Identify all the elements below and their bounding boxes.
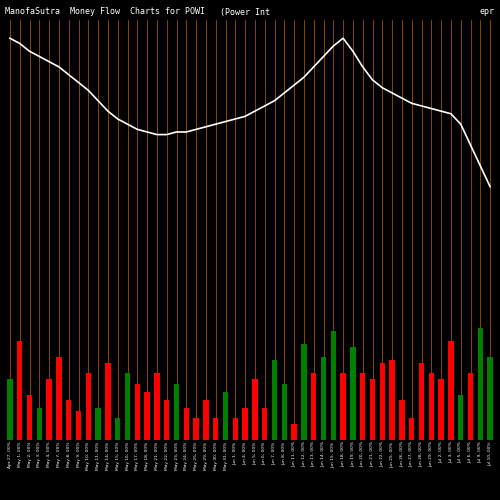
Bar <box>105 364 110 440</box>
Bar <box>76 412 81 440</box>
Bar <box>36 408 42 440</box>
Bar <box>125 373 130 440</box>
Bar <box>340 373 346 440</box>
Bar <box>203 400 208 440</box>
Bar <box>154 373 160 440</box>
Bar <box>350 348 356 440</box>
Bar <box>96 408 101 440</box>
Bar <box>448 341 454 440</box>
Bar <box>330 332 336 440</box>
Bar <box>134 384 140 440</box>
Bar <box>321 357 326 440</box>
Bar <box>115 418 120 440</box>
Bar <box>399 400 404 440</box>
Bar <box>164 400 170 440</box>
Bar <box>223 392 228 440</box>
Bar <box>438 380 444 440</box>
Bar <box>311 373 316 440</box>
Bar <box>262 408 268 440</box>
Bar <box>174 384 179 440</box>
Bar <box>409 418 414 440</box>
Bar <box>360 373 366 440</box>
Bar <box>292 424 297 440</box>
Bar <box>468 373 473 440</box>
Bar <box>66 400 71 440</box>
Bar <box>370 380 375 440</box>
Bar <box>213 418 218 440</box>
Text: (Power Int: (Power Int <box>220 8 270 16</box>
Bar <box>17 341 22 440</box>
Bar <box>242 408 248 440</box>
Bar <box>86 373 91 440</box>
Bar <box>478 328 483 440</box>
Bar <box>390 360 395 440</box>
Bar <box>27 396 32 440</box>
Bar <box>46 380 52 440</box>
Bar <box>7 380 12 440</box>
Bar <box>458 396 464 440</box>
Bar <box>144 392 150 440</box>
Bar <box>232 418 238 440</box>
Bar <box>184 408 189 440</box>
Bar <box>252 380 258 440</box>
Bar <box>56 357 62 440</box>
Bar <box>428 373 434 440</box>
Text: epr: epr <box>480 8 495 16</box>
Bar <box>301 344 306 440</box>
Bar <box>282 384 287 440</box>
Bar <box>419 364 424 440</box>
Bar <box>488 357 493 440</box>
Bar <box>194 418 199 440</box>
Bar <box>272 360 277 440</box>
Bar <box>380 364 385 440</box>
Text: ManofaSutra  Money Flow  Charts for POWI: ManofaSutra Money Flow Charts for POWI <box>5 8 205 16</box>
